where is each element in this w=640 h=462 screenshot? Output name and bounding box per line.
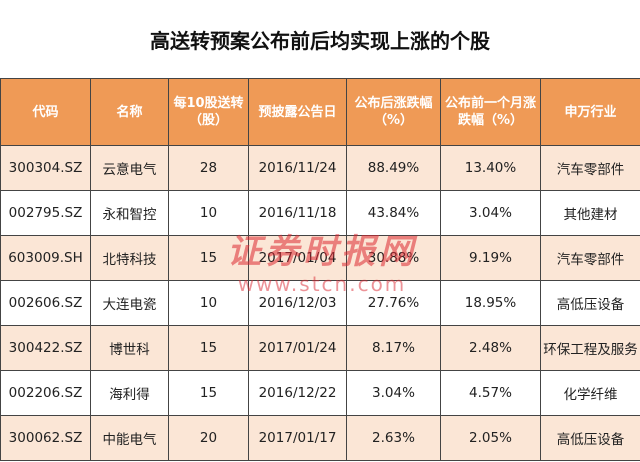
cell-before: 2.48% [440, 325, 541, 371]
cell-ratio: 28 [168, 145, 249, 191]
cell-name: 海利得 [90, 370, 169, 416]
header-before: 公布前一个月涨跌幅（%） [440, 78, 541, 146]
header-row: 代码 名称 每10股送转（股） 预披露公告日 公布后涨跌幅（%） 公布前一个月涨… [0, 78, 640, 146]
cell-after: 27.76% [346, 280, 441, 326]
cell-date: 2016/12/03 [248, 280, 347, 326]
cell-date: 2017/01/24 [248, 325, 347, 371]
table-row: 002795.SZ 永和智控 10 2016/11/18 43.84% 3.04… [0, 190, 640, 236]
table-row: 300422.SZ 博世科 15 2017/01/24 8.17% 2.48% … [0, 325, 640, 371]
cell-before: 4.57% [440, 370, 541, 416]
cell-name: 云意电气 [90, 145, 169, 191]
cell-code: 300304.SZ [0, 145, 91, 191]
cell-after: 43.84% [346, 190, 441, 236]
cell-name: 大连电瓷 [90, 280, 169, 326]
cell-ratio: 10 [168, 280, 249, 326]
cell-ratio: 15 [168, 235, 249, 281]
table-title: 高送转预案公布前后均实现上涨的个股 [0, 0, 640, 78]
table-row: 002206.SZ 海利得 15 2016/12/22 3.04% 4.57% … [0, 370, 640, 416]
cell-code: 002206.SZ [0, 370, 91, 416]
table-row: 002606.SZ 大连电瓷 10 2016/12/03 27.76% 18.9… [0, 280, 640, 326]
cell-before: 13.40% [440, 145, 541, 191]
cell-after: 30.88% [346, 235, 441, 281]
cell-industry: 高低压设备 [540, 415, 640, 461]
cell-date: 2017/01/17 [248, 415, 347, 461]
cell-code: 603009.SH [0, 235, 91, 281]
cell-before: 9.19% [440, 235, 541, 281]
header-code: 代码 [0, 78, 91, 146]
cell-industry: 汽车零部件 [540, 145, 640, 191]
table-row: 300062.SZ 中能电气 20 2017/01/17 2.63% 2.05%… [0, 415, 640, 461]
cell-after: 3.04% [346, 370, 441, 416]
cell-before: 2.05% [440, 415, 541, 461]
header-ratio: 每10股送转（股） [168, 78, 249, 146]
cell-date: 2016/11/18 [248, 190, 347, 236]
cell-before: 18.95% [440, 280, 541, 326]
cell-before: 3.04% [440, 190, 541, 236]
header-industry: 申万行业 [540, 78, 640, 146]
table-row: 300304.SZ 云意电气 28 2016/11/24 88.49% 13.4… [0, 145, 640, 191]
header-name: 名称 [90, 78, 169, 146]
cell-code: 002795.SZ [0, 190, 91, 236]
cell-name: 永和智控 [90, 190, 169, 236]
cell-code: 300422.SZ [0, 325, 91, 371]
cell-date: 2016/12/22 [248, 370, 347, 416]
cell-date: 2017/01/04 [248, 235, 347, 281]
cell-code: 300062.SZ [0, 415, 91, 461]
header-after: 公布后涨跌幅（%） [346, 78, 441, 146]
cell-name: 博世科 [90, 325, 169, 371]
cell-code: 002606.SZ [0, 280, 91, 326]
table-row: 603009.SH 北特科技 15 2017/01/04 30.88% 9.19… [0, 235, 640, 281]
cell-industry: 高低压设备 [540, 280, 640, 326]
cell-name: 北特科技 [90, 235, 169, 281]
cell-date: 2016/11/24 [248, 145, 347, 191]
cell-after: 2.63% [346, 415, 441, 461]
cell-after: 88.49% [346, 145, 441, 191]
cell-ratio: 15 [168, 370, 249, 416]
stock-table: 代码 名称 每10股送转（股） 预披露公告日 公布后涨跌幅（%） 公布前一个月涨… [0, 78, 640, 461]
cell-after: 8.17% [346, 325, 441, 371]
cell-industry: 其他建材 [540, 190, 640, 236]
cell-ratio: 20 [168, 415, 249, 461]
cell-ratio: 10 [168, 190, 249, 236]
cell-industry: 环保工程及服务 [540, 325, 640, 371]
header-date: 预披露公告日 [248, 78, 347, 146]
cell-industry: 化学纤维 [540, 370, 640, 416]
cell-ratio: 15 [168, 325, 249, 371]
cell-industry: 汽车零部件 [540, 235, 640, 281]
cell-name: 中能电气 [90, 415, 169, 461]
